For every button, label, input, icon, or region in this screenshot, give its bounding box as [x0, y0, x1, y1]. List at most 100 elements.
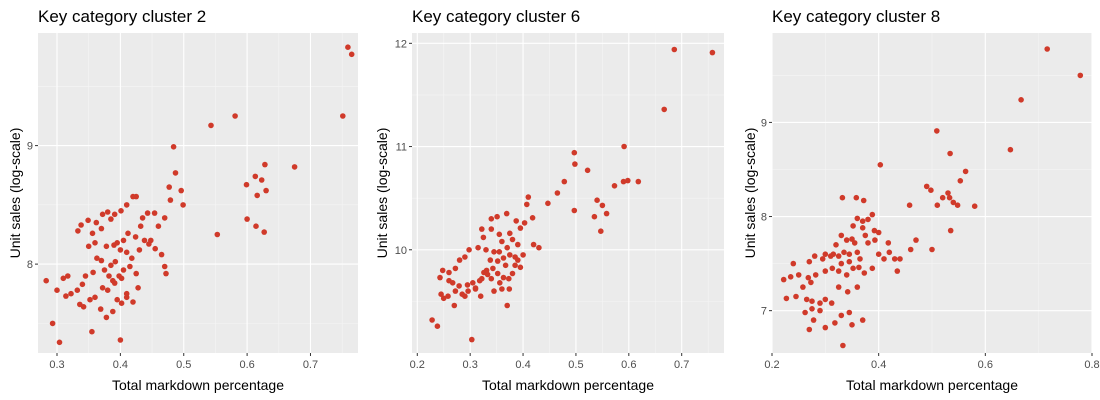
data-point: [490, 265, 496, 272]
data-point: [481, 269, 487, 276]
data-point: [135, 285, 141, 291]
data-point: [572, 161, 578, 167]
data-point: [243, 181, 250, 188]
data-point: [462, 254, 468, 260]
data-point: [503, 210, 510, 217]
data-point: [133, 193, 139, 200]
data-point: [496, 231, 503, 238]
data-point: [833, 242, 839, 248]
data-point: [439, 267, 446, 274]
y-tick-label: 12: [395, 38, 407, 50]
data-point: [111, 280, 118, 286]
data-point: [148, 237, 154, 244]
data-point: [133, 270, 139, 277]
data-point: [98, 225, 105, 232]
data-point: [112, 258, 119, 265]
data-point: [476, 277, 483, 284]
data-point: [946, 194, 953, 201]
data-point: [129, 255, 135, 261]
data-point: [859, 225, 866, 231]
data-point: [554, 190, 561, 196]
data-point: [85, 243, 92, 250]
x-axis-ticks: 0.3 0.4 0.5 0.6 0.7: [49, 353, 318, 371]
x-axis-label: Total markdown percentage: [846, 377, 1018, 393]
data-point: [475, 244, 481, 251]
x-tick-label: 0.7: [303, 359, 318, 371]
data-point: [123, 294, 130, 301]
data-point: [620, 178, 627, 185]
data-point: [104, 287, 111, 294]
data-point: [806, 258, 813, 265]
data-point: [89, 230, 96, 237]
data-point: [849, 322, 855, 328]
data-point: [850, 265, 856, 272]
x-axis-ticks: 0.2 0.4 0.6 0.8: [764, 353, 1100, 371]
data-point: [838, 232, 845, 239]
data-point: [345, 44, 351, 50]
data-point: [93, 219, 100, 226]
data-point: [851, 240, 858, 246]
data-point: [817, 307, 823, 314]
data-point: [152, 245, 158, 252]
data-point: [584, 167, 591, 174]
data-point: [158, 251, 165, 258]
data-point: [85, 217, 91, 224]
data-point: [141, 237, 148, 244]
data-point: [513, 218, 519, 224]
x-tick-label: 0.6: [621, 359, 636, 371]
data-point: [520, 252, 526, 258]
data-point: [835, 268, 842, 274]
x-tick-label: 0.8: [1084, 359, 1099, 371]
data-point: [130, 299, 136, 305]
data-point: [525, 194, 532, 200]
data-point: [625, 177, 631, 184]
data-point: [840, 342, 846, 349]
data-point: [103, 243, 110, 250]
data-point: [1018, 97, 1024, 103]
data-point: [934, 202, 941, 208]
y-axis-label: Unit sales (log-scale): [374, 128, 390, 259]
data-point: [125, 230, 131, 237]
data-point: [466, 247, 472, 253]
data-point: [103, 314, 110, 321]
data-point: [114, 296, 120, 303]
data-point: [161, 215, 168, 221]
data-point: [621, 143, 627, 150]
data-point: [906, 202, 913, 208]
data-point: [118, 208, 124, 214]
data-point: [120, 267, 127, 273]
x-tick-label: 0.5: [568, 359, 583, 371]
y-tick-label: 8: [27, 259, 33, 271]
data-point: [464, 282, 471, 288]
data-point: [108, 262, 114, 269]
data-point: [827, 253, 834, 259]
data-point: [835, 284, 842, 290]
data-point: [502, 262, 509, 269]
data-point: [263, 187, 269, 194]
data-point: [856, 264, 862, 271]
data-points: [780, 46, 1084, 349]
data-point: [252, 173, 259, 180]
data-point: [123, 202, 130, 208]
y-axis-ticks: 7 8 9: [761, 117, 772, 318]
data-point: [875, 251, 882, 257]
data-point: [800, 284, 806, 290]
data-point: [75, 228, 81, 234]
data-point: [530, 241, 537, 248]
data-point: [838, 312, 845, 319]
data-point: [92, 294, 98, 301]
data-point: [517, 264, 524, 271]
data-point: [950, 199, 957, 206]
data-point: [828, 300, 835, 306]
data-point: [805, 274, 812, 281]
data-point: [180, 202, 186, 208]
data-point: [635, 178, 642, 185]
data-point: [507, 252, 513, 258]
data-point: [494, 270, 501, 277]
data-point: [106, 273, 112, 279]
chart-title: Key category cluster 8: [772, 7, 940, 26]
data-point: [853, 194, 860, 201]
data-point: [808, 279, 814, 286]
data-point: [561, 178, 568, 185]
data-point: [496, 249, 503, 255]
